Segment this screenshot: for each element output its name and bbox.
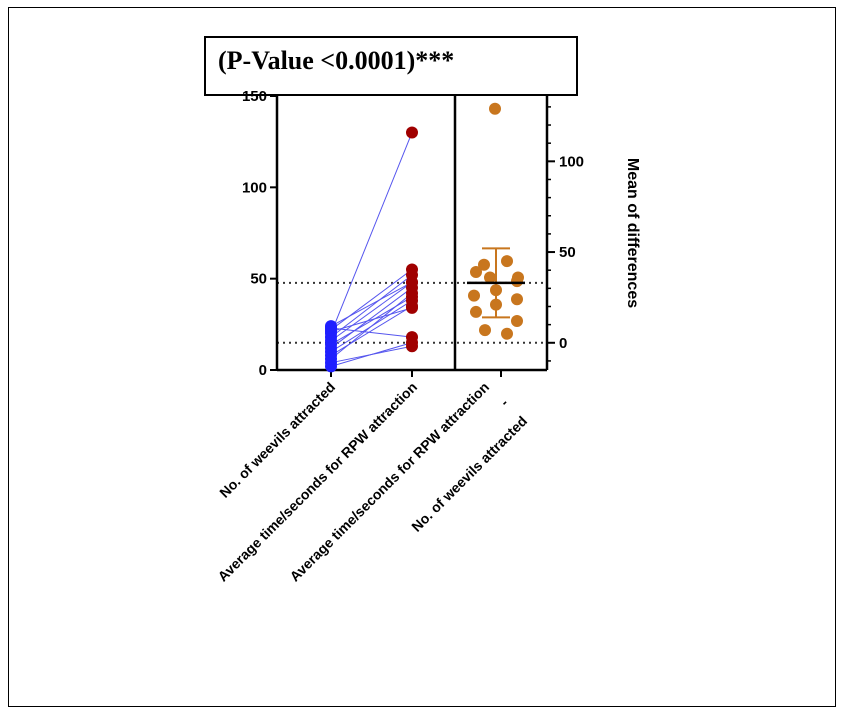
difference-point bbox=[489, 102, 501, 115]
pair-line bbox=[330, 281, 413, 342]
left-y-axis: 0 50 100 150 bbox=[242, 88, 455, 379]
difference-point bbox=[468, 289, 480, 302]
left-tick-label: 50 bbox=[250, 271, 267, 288]
pair-lines bbox=[330, 132, 413, 367]
difference-point bbox=[478, 258, 490, 271]
before-point bbox=[325, 320, 337, 333]
pair-line bbox=[330, 296, 413, 345]
pair-line bbox=[330, 281, 413, 327]
right-y-axis: 0 50 100 bbox=[500, 96, 584, 377]
pair-line bbox=[330, 132, 413, 334]
difference-point bbox=[470, 305, 482, 318]
right-tick-label: 50 bbox=[559, 244, 576, 261]
after-point bbox=[406, 331, 418, 344]
after-point bbox=[406, 340, 418, 353]
after-points bbox=[406, 126, 418, 353]
pair-line bbox=[330, 300, 413, 353]
pair-line bbox=[330, 274, 413, 338]
after-point bbox=[406, 290, 418, 303]
category-label-diff-line2: No. of weevils attracted bbox=[408, 413, 530, 535]
after-point bbox=[406, 276, 418, 289]
title-box: (P-Value <0.0001)*** bbox=[204, 36, 578, 96]
right-axis-label: Mean of differences bbox=[624, 158, 641, 308]
pair-line bbox=[330, 305, 413, 356]
panel-divider bbox=[453, 96, 547, 372]
figure-frame bbox=[8, 7, 836, 707]
left-tick-label: 150 bbox=[242, 88, 267, 105]
difference-point bbox=[501, 327, 513, 340]
pair-line bbox=[330, 287, 413, 349]
category-label-diff-dash: - bbox=[497, 395, 512, 410]
chart-title: (P-Value <0.0001)*** bbox=[218, 46, 455, 75]
difference-point bbox=[511, 275, 523, 288]
left-tick-label: 0 bbox=[259, 362, 267, 379]
before-points bbox=[325, 320, 337, 373]
pair-line bbox=[330, 345, 413, 364]
pair-line bbox=[330, 307, 413, 333]
difference-point bbox=[479, 324, 491, 337]
difference-point bbox=[501, 255, 513, 268]
right-tick-label: 100 bbox=[559, 153, 584, 170]
after-point bbox=[406, 126, 418, 139]
difference-point bbox=[484, 271, 496, 284]
after-point bbox=[406, 301, 418, 314]
pair-line bbox=[330, 327, 413, 338]
error-bar bbox=[467, 247, 525, 319]
difference-point bbox=[511, 315, 523, 328]
left-tick-label: 100 bbox=[242, 179, 267, 196]
difference-point bbox=[511, 293, 523, 306]
after-point bbox=[406, 263, 418, 276]
pair-line bbox=[330, 269, 413, 331]
right-tick-label: 0 bbox=[559, 335, 567, 352]
difference-point bbox=[470, 266, 482, 279]
right-axis-label-group: Mean of differences bbox=[624, 158, 641, 308]
